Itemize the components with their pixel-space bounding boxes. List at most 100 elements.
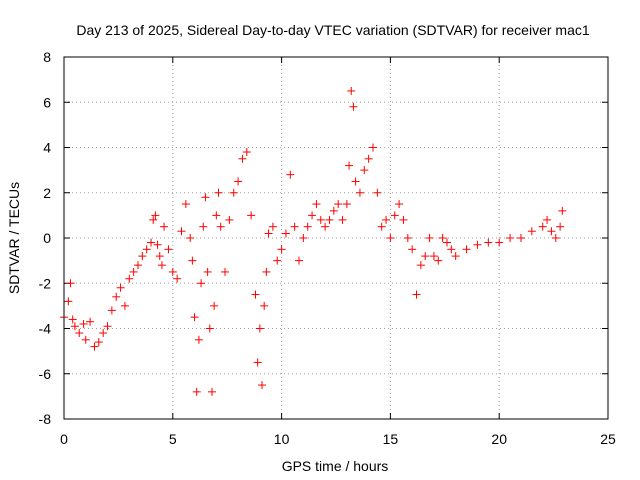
data-point (416, 261, 425, 270)
data-point (321, 222, 330, 231)
data-point (86, 317, 95, 326)
data-point (377, 222, 386, 231)
data-point (438, 234, 447, 242)
data-point (255, 324, 264, 333)
data-point (258, 381, 267, 390)
data-point (225, 215, 234, 224)
data-point (251, 290, 260, 299)
data-point (277, 245, 286, 254)
data-point (268, 222, 277, 231)
data-point (221, 267, 230, 276)
data-point (412, 290, 421, 299)
data-point (538, 222, 547, 231)
data-point (462, 245, 471, 254)
data-point (120, 301, 129, 310)
data-point (262, 267, 271, 276)
data-point (347, 86, 356, 95)
data-point (484, 238, 493, 247)
data-point (199, 222, 208, 231)
data-point (399, 215, 408, 224)
data-point (207, 387, 216, 396)
data-point (253, 358, 262, 367)
data-point (447, 245, 456, 254)
y-tick-label: -2 (39, 275, 52, 291)
y-tick-label: 8 (43, 49, 51, 65)
data-point (160, 222, 169, 231)
data-point (547, 227, 556, 236)
y-tick-label: -4 (39, 321, 52, 337)
data-point (403, 234, 412, 242)
data-point (442, 238, 451, 247)
data-point (194, 335, 203, 344)
data-point (107, 306, 116, 315)
data-point (90, 342, 99, 351)
data-point (429, 252, 438, 261)
data-point (214, 188, 223, 197)
data-point (368, 143, 377, 152)
data-point (192, 387, 201, 396)
data-point (355, 188, 364, 197)
data-point (103, 322, 112, 331)
data-point (197, 279, 206, 288)
data-point (75, 329, 84, 338)
data-point (203, 267, 212, 276)
data-point (558, 206, 567, 215)
data-point (408, 245, 417, 254)
data-point (342, 200, 351, 209)
data-point (138, 252, 147, 261)
data-point (229, 188, 238, 197)
data-point (155, 252, 164, 261)
data-point (129, 267, 138, 276)
data-point (425, 234, 434, 242)
data-point (142, 245, 151, 254)
data-point (329, 206, 338, 215)
data-point (188, 256, 197, 265)
plot-frame (63, 56, 609, 420)
data-point (164, 245, 173, 254)
data-point (210, 301, 219, 310)
data-point (264, 229, 273, 238)
x-tick-label: 0 (60, 431, 68, 447)
data-point (186, 234, 195, 242)
data-point (325, 215, 334, 224)
grid-lines (64, 57, 608, 419)
x-tick-label: 15 (383, 431, 399, 447)
data-point (386, 234, 395, 242)
data-point (157, 261, 166, 270)
data-point (303, 222, 312, 231)
data-point (94, 338, 103, 347)
data-point (149, 215, 158, 224)
data-point (390, 211, 399, 220)
tick-marks: 0 5 10 15 20 25 -8 -6 -4 -2 0 2 4 6 8 (39, 49, 616, 447)
data-point (273, 256, 282, 265)
data-point (79, 319, 88, 328)
data-point (81, 335, 90, 344)
data-point (451, 252, 460, 261)
data-point (70, 322, 79, 331)
x-tick-label: 10 (274, 431, 290, 447)
x-tick-label: 20 (491, 431, 507, 447)
data-point (338, 215, 347, 224)
chart-title: Day 213 of 2025, Sidereal Day-to-day VTE… (76, 22, 589, 38)
data-point (281, 229, 290, 238)
y-tick-label: -6 (39, 366, 52, 382)
data-point (434, 256, 443, 265)
data-point (234, 177, 243, 186)
data-point (556, 222, 565, 231)
data-point (125, 274, 134, 283)
data-point (312, 200, 321, 209)
data-point (473, 240, 482, 249)
data-point (112, 292, 121, 301)
data-point (216, 222, 225, 231)
data-point (373, 188, 382, 197)
y-tick-label: 6 (43, 94, 51, 110)
data-point (299, 234, 308, 242)
data-point (238, 154, 247, 163)
data-point (133, 261, 142, 270)
data-point (153, 240, 162, 249)
data-point (190, 313, 199, 322)
data-point (99, 329, 108, 338)
data-point (247, 211, 256, 220)
